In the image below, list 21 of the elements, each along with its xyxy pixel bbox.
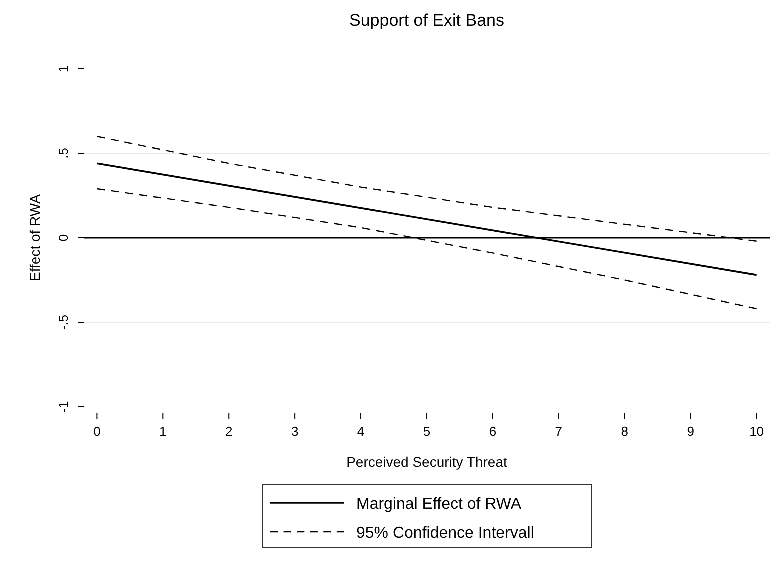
x-tick-label: 2 [226,424,233,439]
x-tick-label: 7 [555,424,563,439]
y-axis-title: Effect of RWA [27,194,43,282]
legend-label: 95% Confidence Intervall [356,525,534,542]
y-tick-label: -1 [56,401,71,413]
x-tick-label: 1 [160,424,167,439]
y-tick-label: .5 [56,148,71,159]
y-tick-label: 0 [56,234,71,242]
x-tick-label: 9 [687,424,694,439]
x-axis-title: Perceived Security Threat [346,454,508,470]
x-tick-label: 8 [621,424,628,439]
x-tick-label: 10 [750,424,764,439]
y-tick-label: -.5 [56,314,71,330]
legend-label: Marginal Effect of RWA [356,496,522,513]
x-tick-label: 6 [489,424,497,439]
x-tick-label: 3 [291,424,299,439]
x-tick-label: 4 [357,424,365,439]
x-tick-label: 0 [94,424,101,439]
x-tick-label: 5 [423,424,431,439]
y-tick-label: 1 [56,65,71,73]
chart-title: Support of Exit Bans [350,11,504,30]
